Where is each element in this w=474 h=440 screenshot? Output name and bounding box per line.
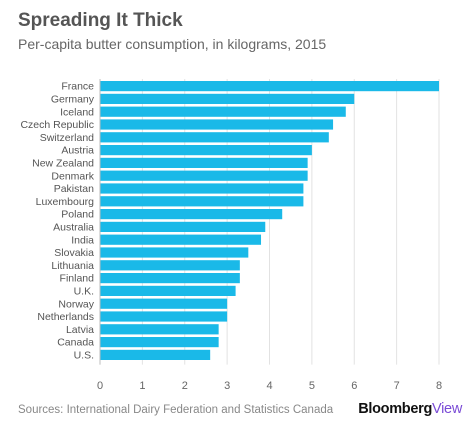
- bar: [100, 260, 240, 271]
- chart-title: Spreading It Thick: [18, 10, 183, 31]
- x-tick-label: 6: [351, 380, 357, 392]
- category-label: Denmark: [51, 170, 94, 182]
- bar: [100, 157, 308, 168]
- bar: [100, 337, 219, 348]
- bar: [100, 285, 236, 296]
- x-tick-label: 4: [266, 380, 272, 392]
- bar: [100, 81, 439, 92]
- bar: [100, 170, 308, 181]
- bar: [100, 221, 266, 232]
- category-label: New Zealand: [32, 158, 94, 170]
- source-note: Sources: International Dairy Federation …: [18, 404, 334, 416]
- category-label: Canada: [57, 337, 94, 349]
- bar: [100, 106, 346, 117]
- category-label: Austria: [61, 145, 94, 157]
- chart-subtitle: Per-capita butter consumption, in kilogr…: [18, 36, 327, 52]
- category-label: Luxembourg: [36, 196, 95, 208]
- category-label: U.S.: [74, 350, 94, 362]
- x-tick-label: 1: [139, 380, 145, 392]
- x-tick-label: 2: [182, 380, 188, 392]
- category-label: Czech Republic: [20, 119, 94, 131]
- category-label: Finland: [60, 273, 95, 285]
- bar: [100, 298, 228, 309]
- x-tick-label: 7: [394, 380, 400, 392]
- category-label: Lithuania: [51, 260, 94, 272]
- bar: [100, 93, 355, 104]
- bar: [100, 273, 240, 284]
- brand-logo: BloombergView: [358, 401, 462, 417]
- brand-accent: View: [432, 401, 462, 417]
- category-label: France: [61, 81, 94, 93]
- category-label: Netherlands: [37, 311, 94, 323]
- category-label: Pakistan: [54, 183, 94, 195]
- bar: [100, 324, 219, 335]
- x-tick-label: 5: [309, 380, 315, 392]
- bar: [100, 247, 249, 258]
- bar: [100, 209, 283, 220]
- brand-name: Bloomberg: [358, 401, 433, 417]
- bar: [100, 145, 312, 156]
- bar: [100, 311, 228, 322]
- x-tick-label: 8: [436, 380, 442, 392]
- x-tick-label: 3: [224, 380, 230, 392]
- bar: [100, 183, 304, 194]
- category-label: Australia: [53, 222, 94, 234]
- category-label: Norway: [58, 298, 94, 310]
- x-tick-label: 0: [97, 380, 103, 392]
- category-label: Iceland: [60, 106, 94, 118]
- category-label: Switzerland: [40, 132, 94, 144]
- category-label: Slovakia: [54, 247, 94, 259]
- bar: [100, 196, 304, 207]
- category-label: India: [71, 234, 94, 246]
- category-label: Germany: [51, 94, 95, 106]
- category-label: Latvia: [66, 324, 94, 336]
- bar: [100, 349, 211, 360]
- bar: [100, 234, 262, 245]
- category-label: Poland: [61, 209, 94, 221]
- bar: [100, 119, 334, 130]
- category-label: U.K.: [74, 286, 94, 298]
- bar: [100, 132, 329, 143]
